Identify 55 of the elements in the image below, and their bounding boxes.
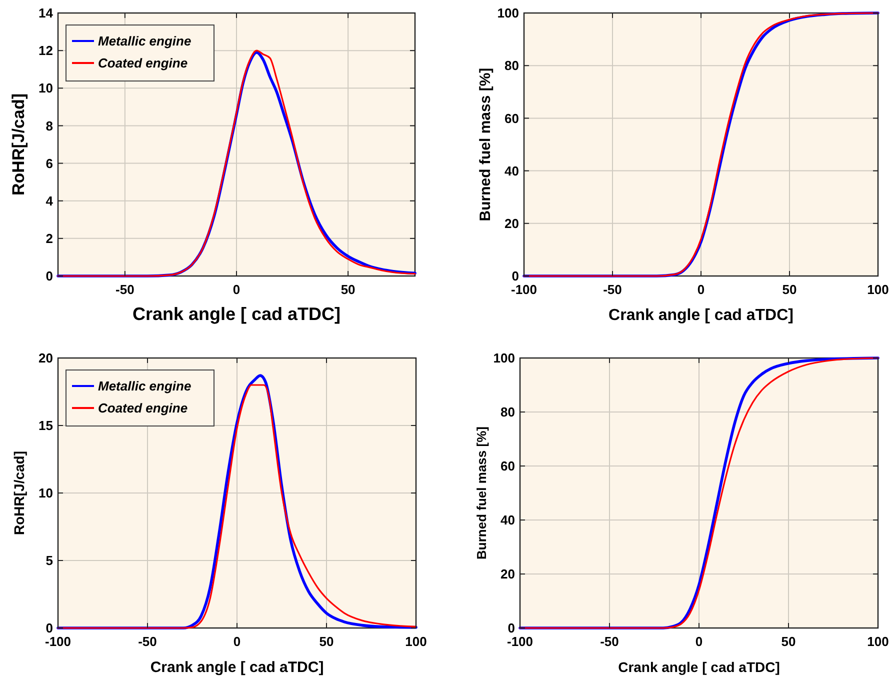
x-axis-title: Crank angle [ cad aTDC] — [608, 307, 794, 324]
x-tick-label: 50 — [319, 634, 334, 649]
y-tick-label: 2 — [46, 230, 53, 246]
y-axis-title: RoHR[J/cad] — [9, 93, 28, 196]
y-tick-label: 4 — [46, 193, 54, 208]
y-axis-title: Burned fuel mass [%] — [474, 426, 489, 560]
y-tick-label: 20 — [38, 350, 53, 366]
legend-label: Metallic engine — [98, 34, 192, 49]
x-tick-label: 100 — [405, 634, 427, 649]
x-tick-label: -50 — [138, 634, 157, 649]
y-tick-label: 10 — [38, 80, 53, 96]
y-tick-label: 60 — [500, 458, 515, 474]
y-tick-label: 20 — [504, 216, 519, 231]
x-tick-label: 0 — [233, 634, 241, 649]
y-tick-label: 0 — [508, 620, 515, 636]
x-tick-label: -50 — [116, 282, 134, 297]
y-tick-label: 0 — [46, 268, 53, 284]
x-tick-label: -100 — [510, 282, 538, 297]
y-tick-label: 100 — [493, 350, 515, 366]
y-tick-label: 6 — [46, 156, 53, 171]
x-tick-label: 100 — [867, 282, 889, 297]
x-axis-title: Crank angle [ cad aTDC] — [150, 659, 324, 676]
y-tick-label: 60 — [504, 110, 519, 126]
y-tick-label: 8 — [46, 118, 53, 134]
x-axis-title: Crank angle [ cad aTDC] — [618, 659, 780, 675]
x-tick-label: -50 — [603, 282, 622, 297]
x-tick-label: 50 — [781, 634, 796, 649]
y-tick-label: 15 — [38, 418, 53, 434]
y-tick-label: 12 — [38, 43, 53, 58]
y-tick-label: 80 — [500, 404, 515, 420]
x-tick-label: 50 — [340, 282, 356, 297]
x-tick-label: -50 — [600, 634, 619, 649]
y-axis-title: RoHR[J/cad] — [11, 450, 27, 536]
x-tick-label: -100 — [506, 634, 534, 649]
y-tick-label: 5 — [46, 553, 53, 568]
x-axis-title: Crank angle [ cad aTDC] — [132, 304, 341, 324]
x-tick-label: -100 — [44, 634, 72, 649]
y-tick-label: 40 — [500, 512, 515, 528]
y-tick-label: 0 — [46, 620, 53, 636]
y-tick-label: 20 — [500, 566, 515, 582]
x-tick-label: 0 — [232, 282, 240, 297]
x-tick-label: 0 — [697, 282, 705, 297]
y-tick-label: 10 — [38, 486, 53, 501]
y-axis-title: Burned fuel mass [%] — [477, 68, 494, 222]
y-tick-label: 14 — [38, 6, 54, 21]
legend-label: Metallic engine — [98, 378, 192, 394]
legend-label: Coated engine — [98, 400, 188, 416]
y-tick-label: 40 — [504, 163, 519, 178]
y-tick-label: 80 — [504, 58, 519, 74]
x-tick-label: 100 — [867, 634, 889, 649]
x-tick-label: 50 — [782, 282, 797, 297]
y-tick-label: 100 — [497, 6, 519, 21]
legend-label: Coated engine — [98, 56, 188, 71]
y-tick-label: 0 — [512, 268, 519, 284]
x-tick-label: 0 — [695, 634, 703, 649]
